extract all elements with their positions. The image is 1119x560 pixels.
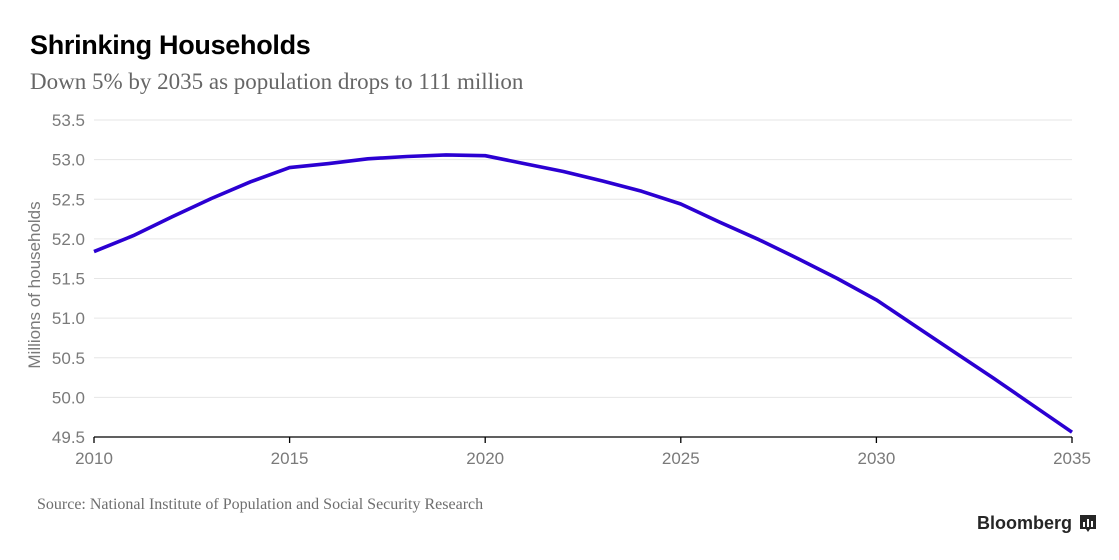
source-note: Source: National Institute of Population…: [37, 496, 484, 513]
y-tick-label: 52.0: [52, 230, 85, 249]
x-tick-labels: 2010 2015 2020 2025 2030 2035: [75, 449, 1091, 468]
series-layer: [93, 153, 1074, 434]
y-tick-label: 51.5: [52, 270, 85, 289]
x-tick-label: 2020: [466, 449, 504, 468]
line-chart: 49.5 50.0 50.5 51.0 51.5 52.0 52.5 53.0 53.5 201…: [25, 111, 1091, 468]
x-tick-label: 2025: [662, 449, 700, 468]
y-tick-label: 50.0: [52, 388, 85, 407]
brand-name: Bloomberg: [976, 513, 1072, 533]
y-tick-label: 53.0: [52, 151, 85, 170]
x-tick-label: 2035: [1053, 449, 1091, 468]
y-tick-label: 49.5: [52, 428, 85, 447]
brand-logo: Bloomberg: [977, 513, 1097, 534]
y-tick-label: 50.5: [52, 349, 85, 368]
chart-subtitle: Down 5% by 2035 as population drops to 1…: [30, 69, 524, 94]
y-tick-label: 53.5: [52, 111, 85, 130]
gridlines: [94, 119, 1072, 398]
x-tick-label: 2030: [857, 449, 895, 468]
x-axis: [93, 436, 1073, 443]
y-tick-label: 52.5: [52, 190, 85, 209]
y-tick-label: 51.0: [52, 309, 85, 328]
x-tick-label: 2015: [271, 449, 309, 468]
y-axis-title: Millions of households: [25, 201, 44, 368]
y-tick-labels: 49.5 50.0 50.5 51.0 51.5 52.0 52.5 53.0 53.5: [52, 111, 85, 447]
x-tick-label: 2010: [75, 449, 113, 468]
chart-title: Shrinking Households: [30, 30, 311, 60]
bloomberg-chart-icon: [1080, 514, 1096, 532]
series-line-households: [93, 153, 1074, 434]
